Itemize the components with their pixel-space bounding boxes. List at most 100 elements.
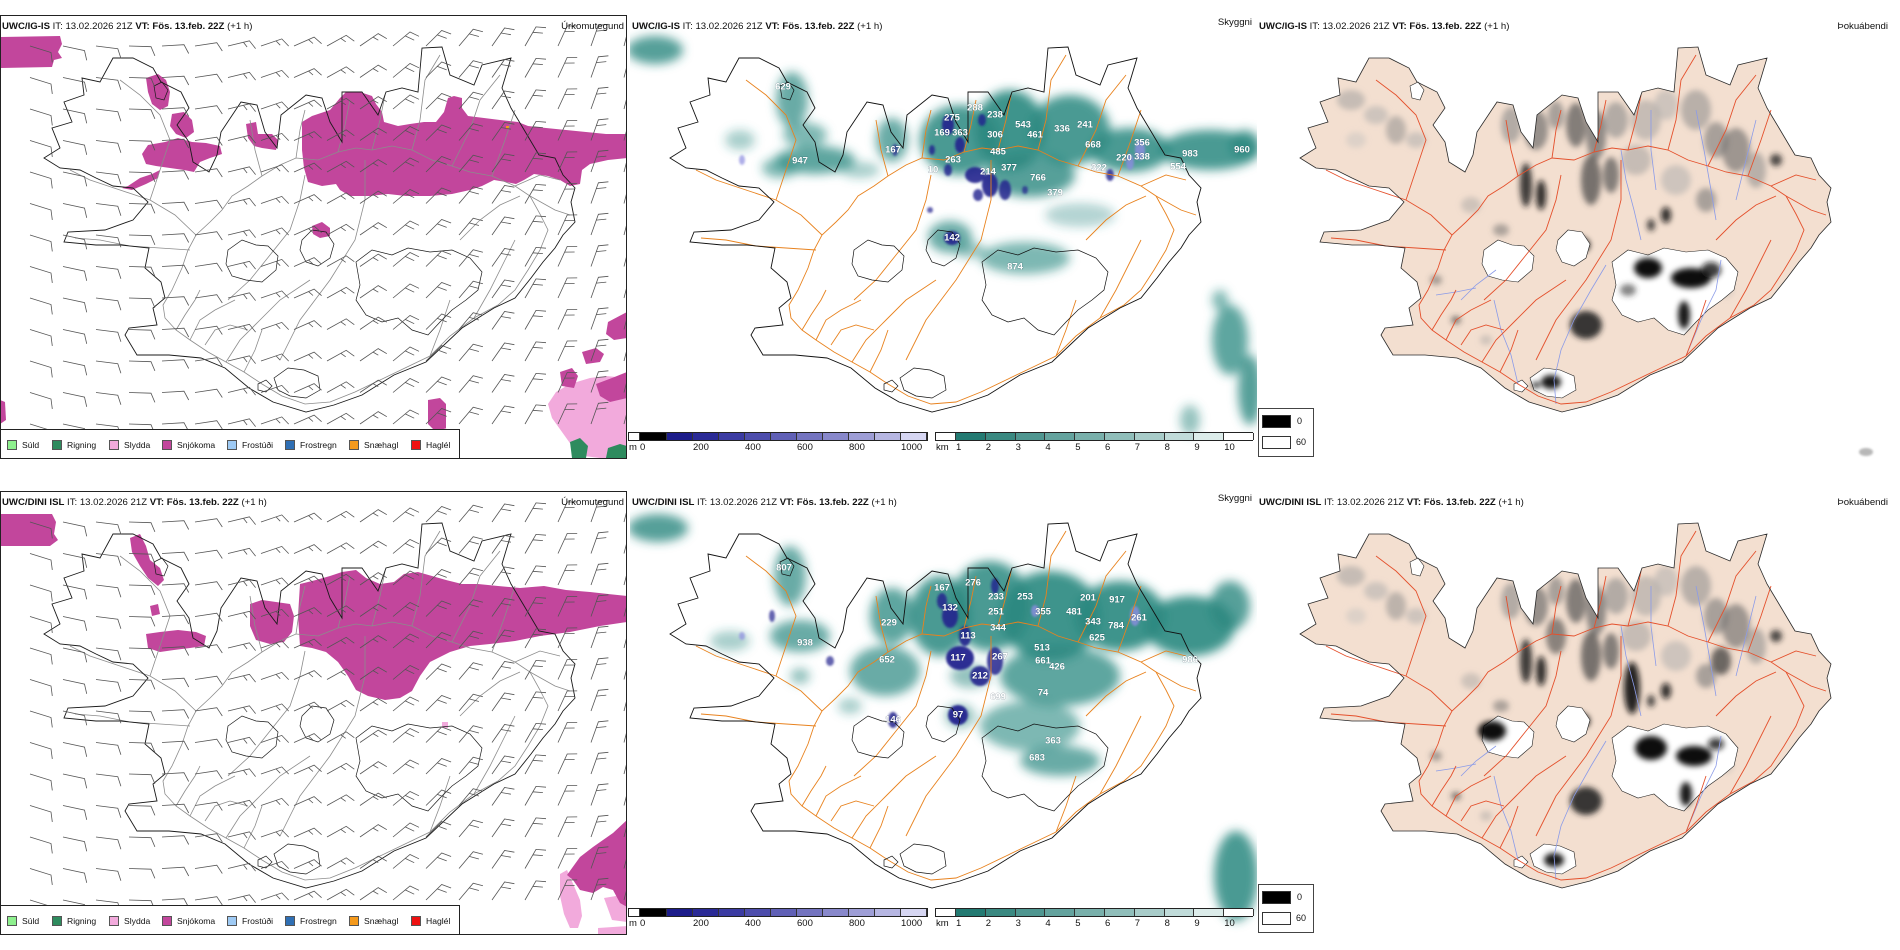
map-value-label: 485 [990,147,1007,158]
wind-barb [425,789,452,806]
colorbar-tick-label: 4 [1045,442,1051,453]
fog-patch [1722,604,1750,648]
wind-barb [326,160,355,173]
fog-patch [1364,106,1388,124]
visibility-patch [1000,646,1120,706]
legend-swatch [411,915,421,926]
wind-barb [326,699,355,712]
wind-barb [260,132,289,141]
wind-barb [590,625,609,649]
wind-barb [29,108,53,126]
map-value-label: 338 [1134,152,1150,163]
wind-barb [194,231,223,241]
colorbar-tick-label: 6 [1105,442,1111,453]
wind-barb [128,392,156,403]
wind-barb [194,612,223,622]
wind-barb [491,59,515,78]
precip-type-legend: Súld Rigning Slydda Snjókoma Frostúði Fr… [1,429,460,458]
colorbar-unit-label: km [936,442,949,453]
map-value-label: 167 [885,145,901,156]
wind-barb [293,414,322,425]
map-value-label: 543 [1015,120,1031,131]
snow-area [122,170,160,190]
wind-barb [557,340,578,362]
legend-item: Snjókoma [162,439,215,450]
fog-patch [1661,165,1691,195]
visibility-colorbar: km 1 2 3 4 5 6 7 8 9 10 [935,432,1254,456]
wind-barb [557,309,578,330]
wind-barb [458,851,484,869]
wind-barb [194,864,223,874]
legend-swatch [411,439,421,450]
wind-barb [623,131,626,141]
precip-type-legend: Súld Rigning Slydda Snjókoma Frostúði Fr… [1,905,460,934]
colorbar-tick-label: 10 [1224,442,1235,453]
fog-patch [1620,284,1636,296]
map-value-label: 276 [965,578,981,589]
cloud-base-patch [1135,140,1145,160]
wind-barb [392,791,420,806]
wind-barb [425,282,452,299]
colorbar-tick-label: 800 [849,442,865,453]
wind-barb [194,518,223,528]
issue-time: 13.02.2026 21Z [65,21,133,32]
wind-barb [62,742,88,757]
wind-barb [293,638,322,649]
fog-map-content [1299,522,1832,889]
wind-barb [128,171,156,183]
fog-patch [1520,163,1532,207]
wind-barb [62,773,88,789]
wind-barb [623,351,626,362]
wind-barb [95,521,122,535]
wind-barbs [29,499,626,917]
fog-patch [1480,811,1492,821]
fog-patch [1501,107,1521,143]
visibility-patch [783,123,827,147]
wind-barb [623,194,626,204]
issue-time-label: IT: [1309,21,1320,32]
wind-barb [62,679,88,694]
fog-patch [1548,577,1564,605]
wind-barb [359,348,388,362]
panel-title: Skyggni [1217,17,1252,28]
issue-time: 13.02.2026 21Z [1336,497,1405,508]
wind-barb [194,262,223,272]
cloud-base-patch [991,578,999,594]
wind-barb [62,45,88,61]
wind-barb [95,868,122,881]
precip-sleet-areas [442,722,626,934]
wind-barb [128,616,156,627]
wind-barb [95,203,122,216]
wind-barb [194,707,223,717]
colorbar-bar [935,908,1254,917]
wind-barb [392,696,420,712]
wind-barb [161,138,190,149]
fog-patch [1337,566,1365,586]
wind-barb [128,234,156,246]
wind-barb [392,189,420,204]
map-value-label: 322 [1091,163,1107,174]
colorbar-bar [628,432,928,441]
wind-barb [425,852,452,869]
wind-barb [95,108,122,122]
wind-barb [293,733,322,743]
wind-barb [29,868,53,885]
valid-time: Fös. 13.feb. 22Z [152,21,225,32]
map-value-label: 146 [885,715,901,726]
cloud-base-patch [739,155,745,165]
colorbar-segment [1194,909,1225,916]
wind-barb [260,38,289,47]
wind-barb [392,409,420,425]
wind-barb [260,164,289,173]
wind-barb [491,661,515,680]
colorbar-tick-label: 10 [1224,918,1235,929]
legend-swatch [109,439,119,450]
colorbar-segment [1015,909,1046,916]
legend-label: 0 [1297,416,1303,426]
wind-barb [458,882,484,901]
wind-barb [128,742,156,753]
wind-barb [458,91,484,110]
fog-patch [1524,586,1548,626]
panel-header: UWC/IG-IS IT: 13.02.2026 21Z VT: Fös. 13… [2,21,252,33]
cloud-base-patch [982,173,998,197]
